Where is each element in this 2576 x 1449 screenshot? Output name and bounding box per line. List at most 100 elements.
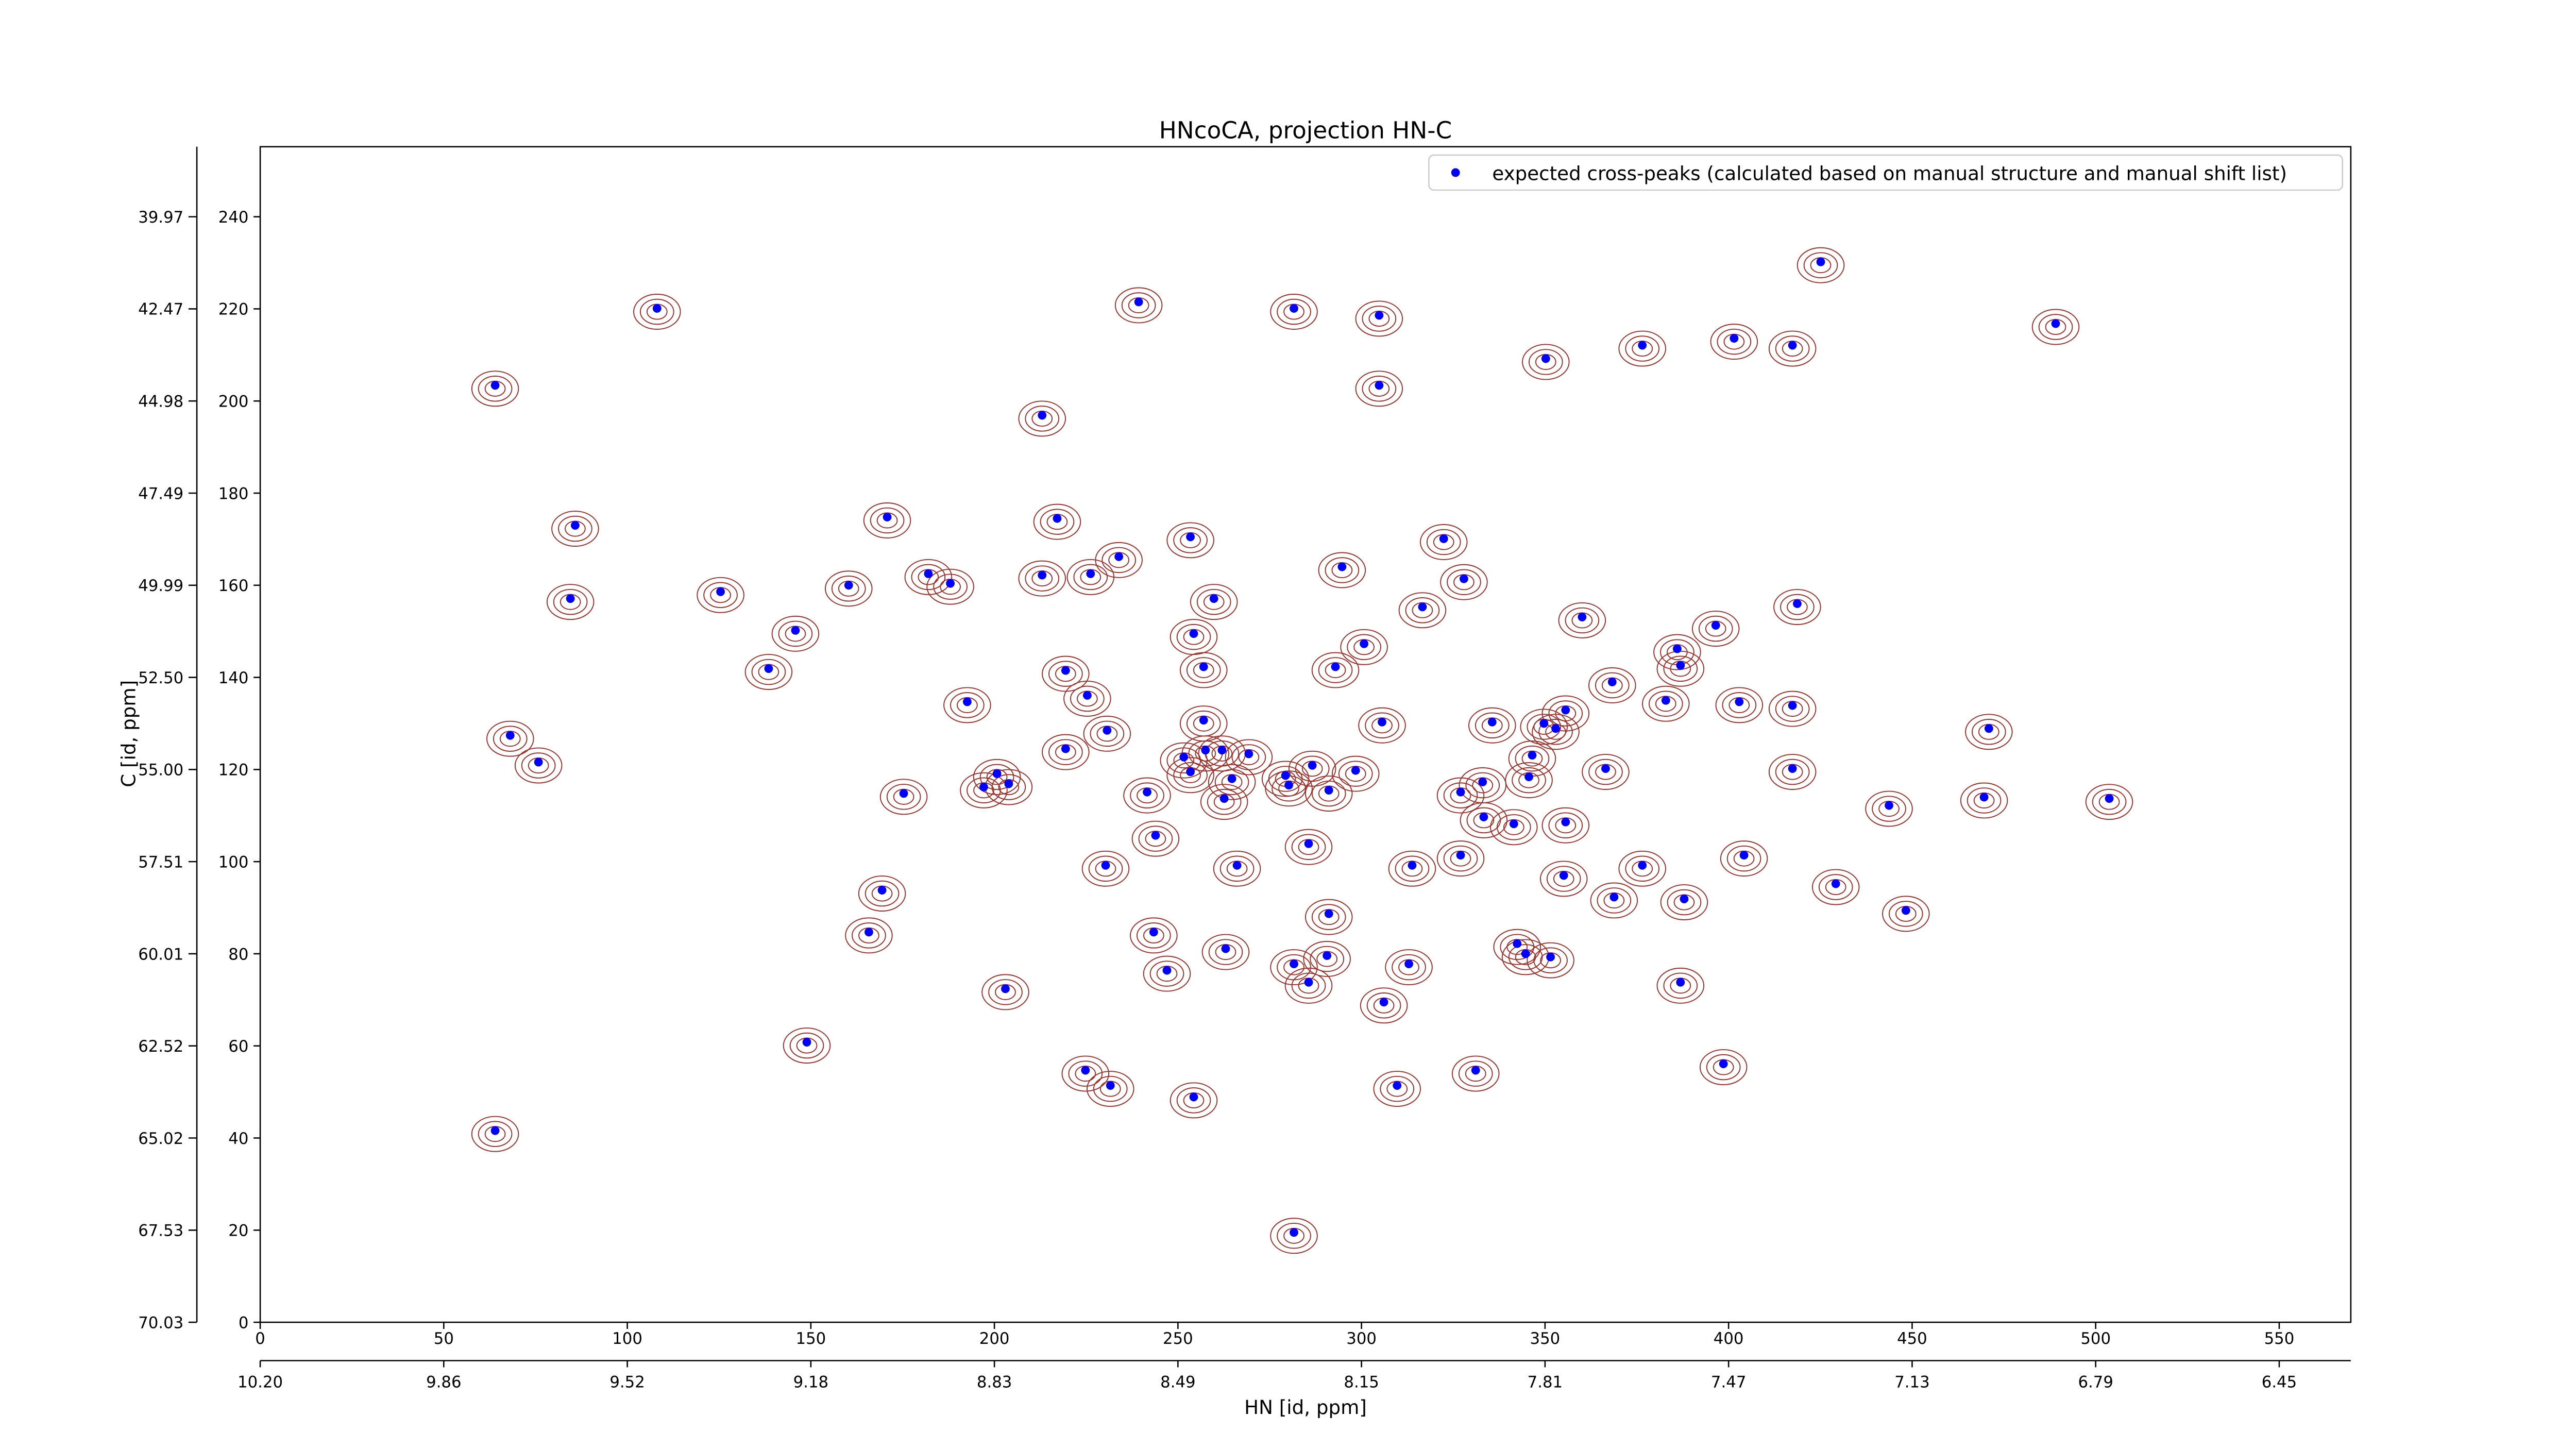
- peak-contour: [1303, 941, 1351, 977]
- x-tick-label: 550: [2264, 1329, 2295, 1348]
- peak-contour: [1538, 719, 1573, 745]
- cross-peak: [1609, 892, 1619, 902]
- peak-contour: [2031, 309, 2080, 345]
- cross-peak: [1103, 726, 1112, 735]
- peak-contour: [558, 515, 592, 542]
- cross-peak: [764, 664, 773, 673]
- cross-peak: [1061, 666, 1070, 675]
- peak-contour: [1706, 1054, 1741, 1081]
- legend-box: [1428, 154, 2344, 191]
- plot-frame: [259, 146, 2352, 1323]
- x2-tick-label: 7.13: [1894, 1373, 1929, 1391]
- peak-contour: [546, 584, 595, 620]
- legend-label: expected cross-peaks (calculated based o…: [1492, 162, 2287, 184]
- x-axis-label: HN [id, ppm]: [1244, 1396, 1367, 1419]
- peak-contour: [1173, 762, 1208, 788]
- y2-tick-label: 42.47: [138, 300, 183, 319]
- peak-contour: [1720, 840, 1768, 877]
- peak-contour: [1773, 589, 1821, 625]
- y-tick-label: 160: [218, 577, 249, 595]
- peak-contour: [904, 559, 953, 595]
- cross-peak: [1323, 951, 1332, 960]
- y2-tick-label: 44.98: [138, 393, 183, 411]
- peak-contour: [1284, 829, 1333, 865]
- x-tick-label: 50: [434, 1329, 454, 1348]
- cross-peak: [1676, 978, 1685, 987]
- peak-contour: [1170, 1082, 1218, 1119]
- x2-tick-label: 9.18: [793, 1373, 828, 1391]
- cross-peak: [1143, 787, 1151, 797]
- peak-contour: [1436, 840, 1485, 877]
- cross-peak: [1661, 696, 1670, 705]
- peak-contour: [1093, 1075, 1128, 1102]
- peak-contour: [1558, 602, 1606, 638]
- peak-contour: [751, 659, 786, 685]
- peak-contour: [1493, 929, 1541, 965]
- cross-peak: [1149, 928, 1158, 937]
- x-tick-label: 0: [255, 1329, 265, 1348]
- peak-contour: [1073, 564, 1108, 591]
- cross-peak: [1375, 311, 1384, 320]
- x-tick-label: 200: [979, 1329, 1010, 1348]
- cross-peak: [1730, 334, 1739, 343]
- cross-peak: [1984, 724, 1993, 733]
- peak-contour: [1768, 754, 1817, 790]
- peak-contour: [1395, 855, 1430, 882]
- peak-contour: [1505, 762, 1553, 799]
- peak-contour: [1138, 825, 1173, 852]
- cross-peak: [1885, 801, 1893, 810]
- peak-contour: [639, 298, 674, 325]
- cross-peak: [1337, 562, 1347, 571]
- cross-peak: [1053, 514, 1062, 523]
- x2-tick-label: 8.49: [1160, 1373, 1195, 1391]
- y-tick-label: 60: [228, 1037, 248, 1056]
- peak-contour: [1311, 652, 1360, 688]
- peak-contour: [1419, 524, 1468, 560]
- cross-peak: [1524, 772, 1533, 782]
- peak-contour: [1392, 954, 1426, 981]
- peak-contour: [1522, 344, 1570, 380]
- peak-contour: [697, 577, 744, 613]
- peak-contour: [1539, 861, 1588, 897]
- peak-contour: [1960, 782, 2008, 819]
- peak-contour: [1201, 934, 1250, 970]
- cross-peak: [1134, 297, 1143, 307]
- peak-contour: [1325, 557, 1360, 583]
- cross-peak: [1551, 724, 1560, 733]
- peak-contour: [1061, 1055, 1110, 1092]
- peak-contour: [1173, 527, 1208, 553]
- peak-contour: [1265, 770, 1313, 807]
- peak-contour: [1176, 1087, 1211, 1114]
- x2-tick-label: 7.81: [1528, 1373, 1563, 1391]
- peak-contour: [1385, 949, 1433, 986]
- peak-contour: [1500, 934, 1535, 960]
- peak-contour: [1656, 967, 1705, 1004]
- cross-peak: [1456, 851, 1465, 860]
- peak-contour: [981, 974, 1029, 1010]
- peak-contour: [911, 564, 946, 591]
- peak-contour: [1443, 782, 1478, 808]
- peak-contour: [879, 779, 928, 815]
- peak-contour: [1186, 657, 1221, 683]
- cross-peak: [1561, 817, 1570, 827]
- peak-contour: [1818, 874, 1853, 900]
- cross-peak: [566, 594, 575, 603]
- cross-peak: [1788, 764, 1797, 773]
- cross-peak: [1082, 691, 1092, 700]
- peak-contour: [1872, 796, 1906, 822]
- y2-tick-label: 52.50: [138, 669, 183, 687]
- cross-peak: [505, 731, 515, 740]
- peak-contour: [2038, 314, 2073, 340]
- cross-peak: [1578, 613, 1587, 621]
- peak-contour: [1398, 592, 1447, 629]
- cross-peak: [1456, 787, 1465, 797]
- peak-contour: [988, 979, 1023, 1005]
- peak-contour: [1149, 961, 1184, 987]
- cross-peak: [1788, 701, 1797, 710]
- cross-peak: [1331, 662, 1340, 671]
- x-tick-label: 300: [1346, 1329, 1377, 1348]
- y-tick-label: 40: [228, 1130, 248, 1148]
- cross-peak: [1324, 786, 1333, 795]
- cross-peak: [1404, 959, 1413, 969]
